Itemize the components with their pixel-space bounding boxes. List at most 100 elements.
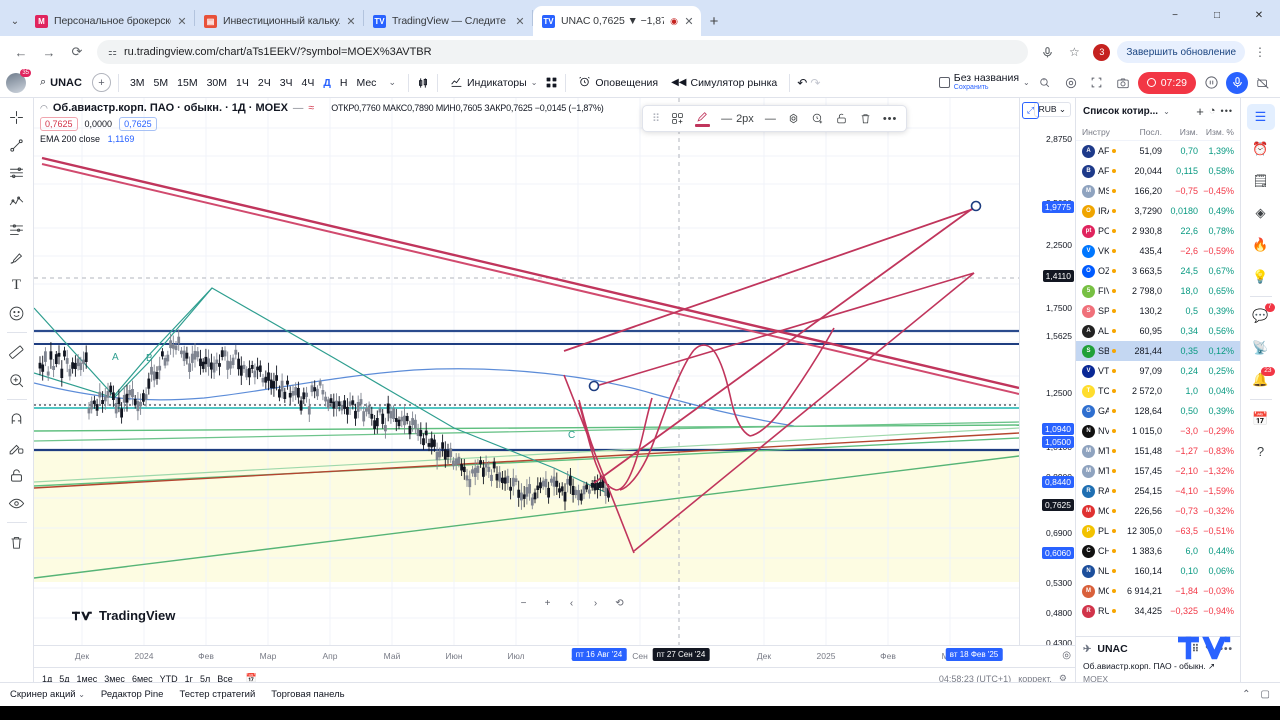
text-icon[interactable]: T (11, 276, 22, 293)
watchlist-row[interactable]: MMTLR 151,48 −1,27 −0,83% (1076, 441, 1240, 461)
gear-icon[interactable] (1060, 72, 1082, 94)
chevron-down-icon[interactable]: ⌄ (1163, 106, 1170, 116)
quick-search-icon[interactable] (1034, 72, 1056, 94)
line-width-button[interactable]: —2px (721, 112, 754, 125)
browser-tab[interactable]: ▤ Инвестиционный калькулятор ✕ (195, 6, 363, 36)
redo-icon[interactable]: ↷ (810, 75, 821, 90)
hotlist-icon[interactable]: 🔥 (1252, 237, 1269, 252)
mic-icon[interactable] (1226, 71, 1248, 94)
forecast-icon[interactable] (4, 216, 30, 242)
watchlist-row[interactable]: TTCSG 2 572,0 1,0 0,04% (1076, 381, 1240, 401)
templates-add-icon[interactable] (667, 108, 688, 130)
chart-area[interactable]: ◠ Об.авиастр.корп. ПАО · обыкн. · 1Д · M… (33, 98, 1075, 720)
trash-icon[interactable] (4, 529, 30, 555)
user-avatar[interactable]: 35 (6, 68, 31, 93)
drawing-mode-icon[interactable] (4, 434, 30, 460)
scroll-right-button[interactable]: › (593, 598, 598, 609)
chevron-down-icon[interactable]: ⌄ (78, 690, 85, 699)
zoom-in-icon[interactable] (4, 367, 30, 393)
watchlist-row[interactable]: OOZON 3 663,5 24,5 0,67% (1076, 261, 1240, 281)
replay-button[interactable]: ◀◀ Симулятор рынка (666, 74, 782, 92)
chevron-down-icon[interactable]: ⌄ (530, 78, 538, 87)
chart-plot[interactable]: B A C (33, 98, 1020, 645)
col-instrument[interactable]: Инстру (1082, 127, 1110, 137)
scroll-left-button[interactable]: ‹ (569, 598, 574, 609)
timeframe-3Ч[interactable]: 3Ч (279, 76, 293, 89)
lock-icon[interactable] (4, 462, 30, 488)
unlock-icon[interactable] (831, 108, 852, 130)
chart-settings-icon[interactable]: ⚙ (1058, 673, 1067, 683)
watchlist-row[interactable]: GGAZP 128,64 0,50 0,39% (1076, 401, 1240, 421)
watchlist-row[interactable]: SSBER 281,44 0,35 0,12% (1076, 341, 1240, 361)
watchlist-row[interactable]: SSPBE 130,2 0,5 0,39% (1076, 301, 1240, 321)
tab-audio-icon[interactable]: ◉ (670, 15, 678, 26)
watchlist-row[interactable]: ptPOSI 2 930,8 22,6 0,78% (1076, 221, 1240, 241)
new-tab-button[interactable]: + (709, 12, 719, 30)
range-Все[interactable]: Все (217, 673, 233, 684)
watchlist-row[interactable]: RRUAL 34,425 −0,325 −0,94% (1076, 601, 1240, 621)
time-tag[interactable]: пт 16 Авг '24 (571, 648, 627, 661)
browser-menu-icon[interactable]: ⋮ (1254, 45, 1266, 59)
elliott-wave-icon[interactable] (4, 188, 30, 214)
timeframe-Н[interactable]: Н (339, 76, 348, 89)
range-5л[interactable]: 5л (199, 673, 211, 684)
legend-toggle-icon[interactable]: — (292, 102, 304, 114)
tab-close-icon[interactable]: ✕ (684, 15, 694, 28)
timeframe-Мес[interactable]: Мес (356, 76, 377, 89)
tab-close-icon[interactable]: ✕ (346, 15, 356, 28)
watchlist-row[interactable]: MMSTT 166,20 −0,75 −0,45% (1076, 181, 1240, 201)
price-tag[interactable]: 1,0940 (1042, 423, 1074, 435)
browser-tab[interactable]: TV UNAC 0,7625 ▼ −1,87% Бе ◉ ✕ (533, 6, 701, 36)
price-tag[interactable]: 1,4110 (1042, 270, 1074, 282)
calendar-icon[interactable]: 📅 (245, 673, 257, 683)
hide-drawings-icon[interactable] (4, 490, 30, 516)
alerts-clock-icon[interactable]: ⏰ (1252, 141, 1269, 156)
tab-search-button[interactable]: ⌄ (10, 15, 20, 27)
price-pill-left[interactable]: 0,7625 (40, 117, 78, 131)
add-symbol-button[interactable]: + (91, 73, 111, 92)
watchlist-row[interactable]: AAFLT 51,09 0,70 1,39% (1076, 141, 1240, 161)
timeframe-4Ч[interactable]: 4Ч (301, 76, 315, 89)
range-1д[interactable]: 1д (42, 673, 53, 684)
range-3мес[interactable]: 3мес (104, 673, 125, 684)
watchlist-row[interactable]: VVTBR 97,09 0,24 0,25% (1076, 361, 1240, 381)
broadcast-icon[interactable]: 📡 (1252, 340, 1269, 355)
watchlist-row[interactable]: NNLMK 160,14 0,10 0,06% (1076, 561, 1240, 581)
watchlist-row[interactable]: OIRAO 3,7290 0,0180 0,49% (1076, 201, 1240, 221)
range-5д[interactable]: 5д (59, 673, 70, 684)
price-pill-right[interactable]: 0,7625 (119, 117, 157, 131)
range-1мес[interactable]: 1мес (76, 673, 98, 684)
ideas-icon[interactable]: 💡 (1252, 269, 1269, 284)
watchlist-row[interactable]: BAFKS 20,044 0,115 0,58% (1076, 161, 1240, 181)
external-link-icon[interactable]: ↗ (1208, 661, 1216, 671)
time-tag[interactable]: пт 27 Сен '24 (652, 648, 710, 661)
price-tag[interactable]: 0,8440 (1042, 476, 1074, 488)
candles-icon[interactable] (416, 76, 430, 90)
grid-icon[interactable]: ⠿ (1191, 643, 1200, 655)
pie-chart-icon[interactable]: ◔ (1208, 105, 1216, 117)
drawing-properties-toolbar[interactable]: ⠿ —2px — (642, 105, 908, 132)
timeframe-dropdown[interactable]: ⌄ (388, 77, 396, 87)
timezone-settings-icon[interactable]: ◎ (1062, 650, 1071, 661)
fullscreen-icon[interactable] (1086, 72, 1108, 94)
save-layout-button[interactable]: Без названия Сохранить (954, 73, 1019, 92)
detail-symbol[interactable]: UNAC (1097, 643, 1128, 655)
tab-close-icon[interactable]: ✕ (177, 15, 187, 28)
reload-icon[interactable]: ⟳ (71, 44, 83, 59)
timeframe-30М[interactable]: 30М (206, 76, 228, 89)
calendar-icon[interactable]: 📅 (1252, 411, 1269, 426)
time-tag[interactable]: вт 18 Фев '25 (945, 648, 1003, 661)
undo-icon[interactable]: ↶ (797, 75, 808, 90)
site-settings-icon[interactable]: ⚏ (108, 46, 117, 58)
price-axis[interactable]: RUB ⌄ 2,87502,50002,25001,75001,56251,25… (1019, 98, 1075, 720)
more-icon[interactable]: ••• (1220, 106, 1233, 116)
update-button[interactable]: Завершить обновление (1117, 41, 1245, 63)
trading-panel-button[interactable]: Торговая панель (271, 689, 345, 700)
line-style-icon[interactable]: — (764, 112, 776, 125)
fib-retracement-icon[interactable] (4, 160, 30, 186)
layout-checkbox[interactable] (938, 77, 950, 88)
pause-icon[interactable] (1200, 72, 1222, 94)
url-input[interactable]: ⚏ ru.tradingview.com/chart/aTs1EEkV/?sym… (97, 40, 1029, 64)
price-tag[interactable]: 1,9775 (1042, 201, 1074, 213)
watchlist-rows[interactable]: AAFLT51,090,701,39%BAFKS20,0440,1150,58%… (1076, 141, 1240, 636)
